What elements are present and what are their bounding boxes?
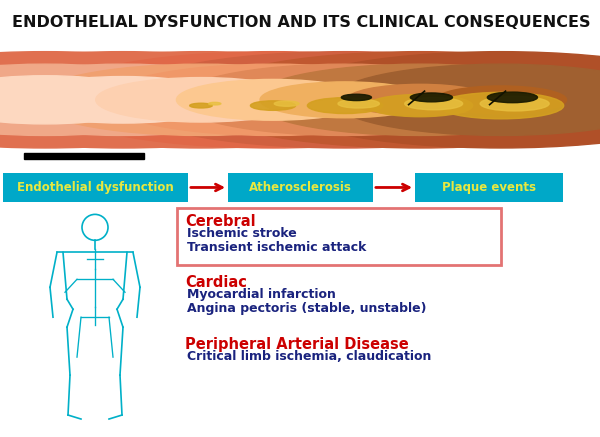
- Circle shape: [32, 64, 370, 135]
- Circle shape: [338, 99, 379, 108]
- Text: Cardiac: Cardiac: [185, 275, 247, 290]
- Circle shape: [192, 52, 600, 148]
- Circle shape: [0, 52, 351, 148]
- Circle shape: [13, 76, 233, 123]
- Text: Peripheral Arterial Disease: Peripheral Arterial Disease: [185, 337, 409, 352]
- Text: Ischemic stroke: Ischemic stroke: [187, 227, 297, 240]
- Text: Angina pectoris (stable, unstable): Angina pectoris (stable, unstable): [187, 302, 427, 315]
- Circle shape: [0, 52, 429, 148]
- Circle shape: [251, 64, 589, 135]
- FancyBboxPatch shape: [228, 173, 373, 202]
- Circle shape: [117, 52, 573, 148]
- Circle shape: [0, 52, 273, 148]
- Circle shape: [0, 76, 159, 124]
- Circle shape: [410, 93, 452, 102]
- Circle shape: [367, 94, 473, 117]
- Circle shape: [260, 82, 430, 118]
- Circle shape: [96, 78, 306, 122]
- Text: Transient ischemic attack: Transient ischemic attack: [187, 241, 367, 254]
- Circle shape: [45, 52, 501, 148]
- FancyBboxPatch shape: [3, 173, 188, 202]
- Circle shape: [487, 92, 538, 103]
- Circle shape: [347, 84, 493, 115]
- Circle shape: [190, 103, 212, 108]
- Circle shape: [273, 52, 600, 148]
- Circle shape: [104, 64, 442, 135]
- Circle shape: [0, 64, 214, 135]
- Text: Plaque events: Plaque events: [442, 181, 536, 194]
- Circle shape: [274, 101, 299, 106]
- Circle shape: [208, 102, 221, 105]
- Text: Atherosclerosis: Atherosclerosis: [249, 181, 352, 194]
- Text: Critical limb ischemia, claudication: Critical limb ischemia, claudication: [187, 350, 431, 363]
- Text: Myocardial infarction: Myocardial infarction: [187, 288, 336, 301]
- Circle shape: [176, 64, 514, 135]
- Circle shape: [341, 94, 371, 101]
- Circle shape: [250, 101, 296, 111]
- Text: Endothelial dysfunction: Endothelial dysfunction: [17, 181, 174, 194]
- FancyBboxPatch shape: [415, 173, 563, 202]
- Circle shape: [307, 97, 383, 114]
- Bar: [24, 153, 144, 160]
- Circle shape: [436, 86, 566, 114]
- Circle shape: [0, 64, 292, 135]
- Text: Cerebral: Cerebral: [185, 215, 256, 229]
- Circle shape: [405, 97, 463, 110]
- Circle shape: [176, 80, 370, 120]
- Circle shape: [332, 64, 600, 135]
- Circle shape: [438, 92, 564, 119]
- FancyBboxPatch shape: [177, 208, 501, 265]
- Text: ENDOTHELIAL DYSFUNCTION AND ITS CLINICAL CONSEQUENCES: ENDOTHELIAL DYSFUNCTION AND ITS CLINICAL…: [12, 15, 590, 30]
- Circle shape: [480, 97, 549, 111]
